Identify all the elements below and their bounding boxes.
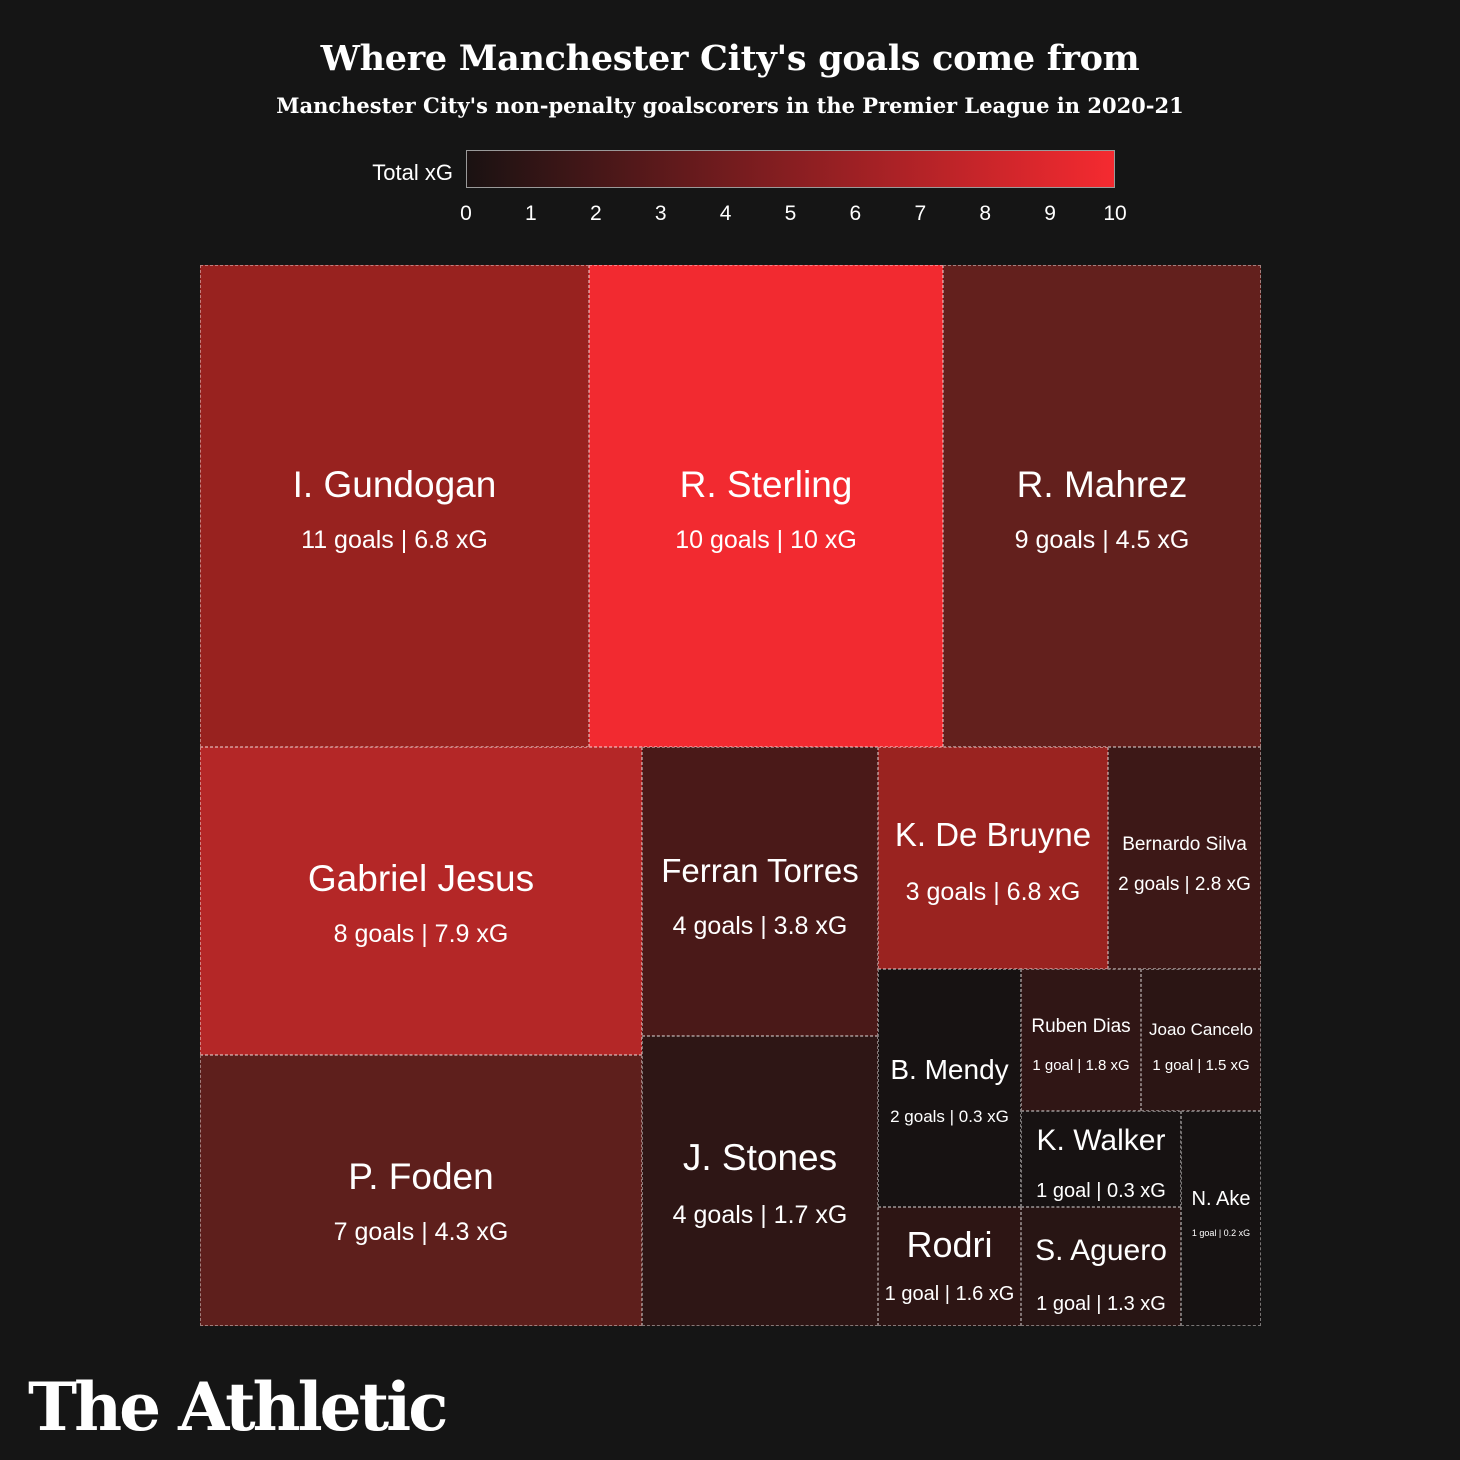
treemap: I. Gundogan 11 goals | 6.8 xG R. Sterling 1… [200,265,1261,1326]
treemap-cell-k-de-bruyne: K. De Bruyne 3 goals | 6.8 xG [878,747,1108,969]
player-stat: 9 goals | 4.5 xG [1014,526,1190,554]
legend-tick-label: 10 [1103,202,1127,225]
legend-tick-label: 3 [654,202,667,225]
treemap-cell-b-mendy: B. Mendy 2 goals | 0.3 xG [878,969,1021,1207]
player-name: K. De Bruyne [894,816,1092,853]
player-stat: 2 goals | 0.3 xG [890,1107,1009,1126]
player-name: Ruben Dias [1031,1016,1131,1037]
treemap-cell-ruben-dias: Ruben Dias 1 goal | 1.8 xG [1021,969,1141,1111]
the-athletic-logo: The Athletic [28,1368,448,1446]
player-name: Gabriel Jesus [307,858,535,899]
player-name: I. Gundogan [292,464,497,505]
player-stat: 7 goals | 4.3 xG [333,1218,509,1246]
player-stat: 3 goals | 6.8 xG [905,878,1081,906]
player-name: R. Mahrez [1016,464,1188,505]
treemap-cell-r-mahrez: R. Mahrez 9 goals | 4.5 xG [943,265,1261,747]
treemap-cell-r-sterling: R. Sterling 10 goals | 10 xG [589,265,943,747]
player-name: K. Walker [1036,1124,1166,1157]
player-stat: 1 goal | 1.8 xG [1032,1057,1130,1074]
player-stat: 1 goal | 0.2 xG [1191,1228,1251,1238]
player-name: R. Sterling [679,464,853,505]
treemap-cell-rodri: Rodri 1 goal | 1.6 xG [878,1207,1021,1326]
legend-label: Total xG [372,160,453,185]
player-name: S. Aguero [1035,1234,1167,1267]
player-stat: 1 goal | 1.5 xG [1152,1057,1250,1074]
treemap-cell-j-stones: J. Stones 4 goals | 1.7 xG [642,1036,878,1326]
player-stat: 1 goal | 0.3 xG [1036,1180,1166,1202]
treemap-cell-gabriel-jesus: Gabriel Jesus 8 goals | 7.9 xG [200,747,642,1055]
player-name: Joao Cancelo [1149,1020,1253,1039]
player-stat: 11 goals | 6.8 xG [301,526,488,554]
legend-tick-label: 7 [914,202,927,225]
legend-tick-label: 0 [460,202,472,225]
legend-tick-label: 5 [784,202,797,225]
legend-color-bar [466,150,1115,188]
treemap-cell-p-foden: P. Foden 7 goals | 4.3 xG [200,1055,642,1326]
player-name: J. Stones [682,1137,838,1178]
treemap-cell-i-gundogan: I. Gundogan 11 goals | 6.8 xG [200,265,589,747]
player-stat: 4 goals | 1.7 xG [672,1201,848,1229]
player-stat: 2 goals | 2.8 xG [1118,874,1251,895]
treemap-cell-joao-cancelo: Joao Cancelo 1 goal | 1.5 xG [1141,969,1261,1111]
legend-tick-label: 6 [849,202,862,225]
player-name: Ferran Torres [661,852,859,889]
legend-tick-label: 1 [525,202,537,225]
legend-tick-label: 8 [979,202,992,225]
player-stat: 8 goals | 7.9 xG [333,920,509,948]
treemap-cell-bernardo-silva: Bernardo Silva 2 goals | 2.8 xG [1108,747,1261,969]
treemap-cell-n-ake: N. Ake 1 goal | 0.2 xG [1181,1111,1261,1326]
player-name: Rodri [906,1224,993,1265]
legend-ticks: 0 1 2 3 4 5 6 7 8 9 10 [0,202,1460,232]
player-stat: 1 goal | 1.6 xG [884,1283,1015,1305]
chart-subtitle: Manchester City's non-penalty goalscorer… [276,93,1184,118]
player-stat: 1 goal | 1.3 xG [1036,1293,1166,1315]
player-name: N. Ake [1191,1188,1251,1210]
treemap-cell-ferran-torres: Ferran Torres 4 goals | 3.8 xG [642,747,878,1036]
treemap-cell-k-walker: K. Walker 1 goal | 0.3 xG [1021,1111,1181,1207]
player-name: Bernardo Silva [1122,834,1247,855]
player-stat: 4 goals | 3.8 xG [672,912,848,940]
legend-tick-label: 9 [1044,202,1056,225]
player-stat: 10 goals | 10 xG [675,526,857,554]
player-name: B. Mendy [890,1054,1009,1085]
chart-title: Where Manchester City's goals come from [320,38,1140,79]
player-name: P. Foden [348,1156,494,1197]
treemap-cell-s-aguero: S. Aguero 1 goal | 1.3 xG [1021,1207,1181,1326]
legend-tick-label: 2 [589,202,602,225]
legend-tick-label: 4 [719,202,732,225]
